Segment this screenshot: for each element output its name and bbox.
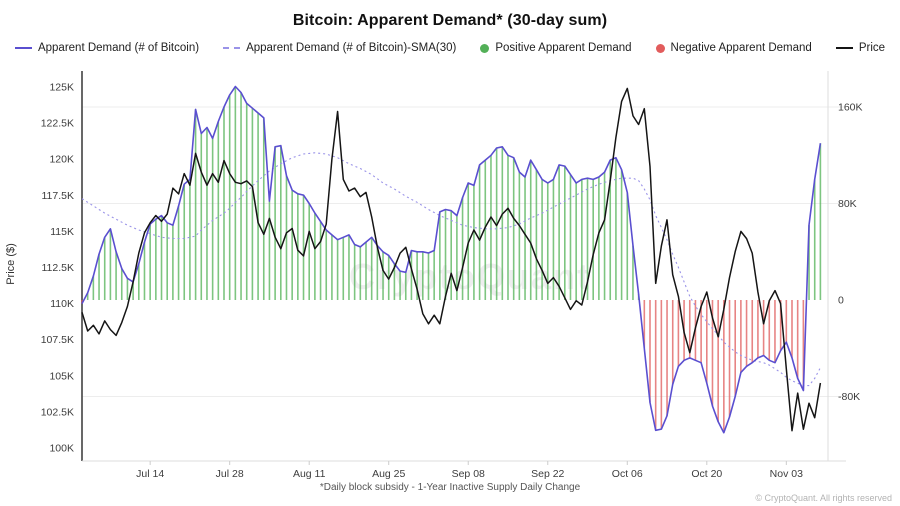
left-axis-tick-label: 112.5K xyxy=(42,262,75,274)
footnote: *Daily block subsidy - 1-Year Inactive S… xyxy=(319,482,581,493)
legend-label: Price xyxy=(858,42,886,54)
x-axis-tick-label: Jul 28 xyxy=(216,468,244,480)
left-axis-tick-label: 105K xyxy=(49,370,74,382)
x-axis-tick-label: Aug 11 xyxy=(293,468,326,480)
x-axis-tick-label: Aug 25 xyxy=(372,468,405,480)
right-axis-tick-label: -80K xyxy=(838,391,860,403)
line-marker-icon xyxy=(14,47,32,49)
left-axis-tick-label: 110K xyxy=(50,298,74,310)
left-axis-tick-label: 102.5K xyxy=(41,406,74,418)
line-marker-icon xyxy=(835,47,853,49)
legend-label: Positive Apparent Demand xyxy=(495,42,632,54)
x-axis-tick-label: Jul 14 xyxy=(136,468,164,480)
left-axis-tick-label: 117.5K xyxy=(42,190,75,202)
chart-title: Bitcoin: Apparent Demand* (30-day sum) xyxy=(292,12,608,29)
green-dot-icon xyxy=(480,43,490,53)
x-axis-tick-label: Oct 06 xyxy=(612,468,643,480)
right-axis-tick-label: 160K xyxy=(838,102,863,114)
right-axis-tick-label: 0 xyxy=(838,295,844,307)
legend-label: Negative Apparent Demand xyxy=(670,42,812,54)
copyright: © CryptoQuant. All rights reserved xyxy=(755,493,892,503)
left-axis-tick-label: 107.5K xyxy=(41,334,74,346)
legend-item-negative-demand[interactable]: Negative Apparent Demand xyxy=(655,42,812,54)
apparent-demand-line xyxy=(81,85,822,434)
x-axis-tick-label: Sep 22 xyxy=(531,468,564,480)
red-dot-icon xyxy=(655,43,665,53)
legend-item-sma[interactable]: Apparent Demand (# of Bitcoin)-SMA(30) xyxy=(223,42,456,54)
x-axis-tick-label: Nov 03 xyxy=(770,468,803,480)
legend-label: Apparent Demand (# of Bitcoin) xyxy=(37,42,200,54)
legend-item-price[interactable]: Price xyxy=(835,42,886,54)
right-axis-tick-label: 80K xyxy=(838,198,857,210)
legend: Apparent Demand (# of Bitcoin) Apparent … xyxy=(0,42,900,54)
left-axis-tick-label: 120K xyxy=(49,154,74,166)
price-line xyxy=(81,87,822,432)
legend-item-positive-demand[interactable]: Positive Apparent Demand xyxy=(480,42,632,54)
x-axis-tick-label: Sep 08 xyxy=(452,468,485,480)
sma-line xyxy=(81,152,821,387)
x-axis-tick-label: Oct 20 xyxy=(691,468,722,480)
legend-label: Apparent Demand (# of Bitcoin)-SMA(30) xyxy=(246,42,457,54)
left-axis-tick-label: 100K xyxy=(49,443,74,455)
dashed-line-marker-icon xyxy=(223,47,241,49)
left-axis-tick-label: 115K xyxy=(50,226,74,238)
left-axis-tick-label: 125K xyxy=(49,82,74,94)
legend-item-apparent-demand[interactable]: Apparent Demand (# of Bitcoin) xyxy=(14,42,200,54)
left-axis-tick-label: 122.5K xyxy=(41,118,74,130)
